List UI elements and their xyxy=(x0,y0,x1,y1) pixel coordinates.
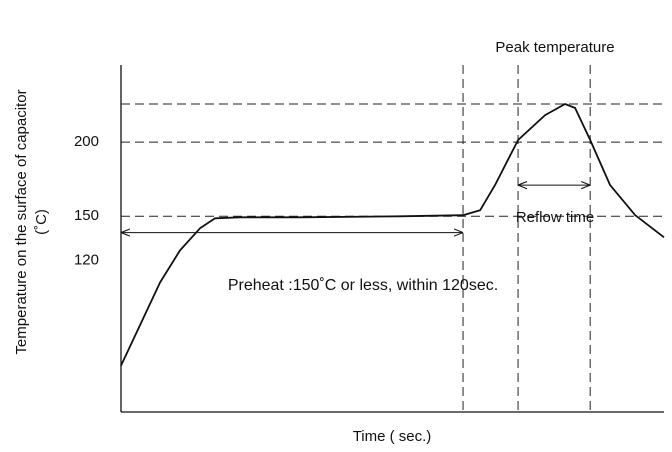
y-axis-unit: (˚C) xyxy=(33,209,50,235)
x-axis-label: Time ( sec.) xyxy=(353,428,432,445)
y-axis-label: Temperature on the surface of capacitor xyxy=(13,89,30,354)
peak-label: Peak temperature xyxy=(495,39,614,56)
y-tick-label: 150 xyxy=(74,207,99,224)
profile-line xyxy=(120,103,665,366)
y-tick-label: 200 xyxy=(74,133,99,150)
preheat-label: Preheat :150˚C or less, within 120sec. xyxy=(228,277,498,294)
y-tick-label: 120 xyxy=(74,252,99,269)
reflow-label: Reflow time xyxy=(516,209,594,226)
